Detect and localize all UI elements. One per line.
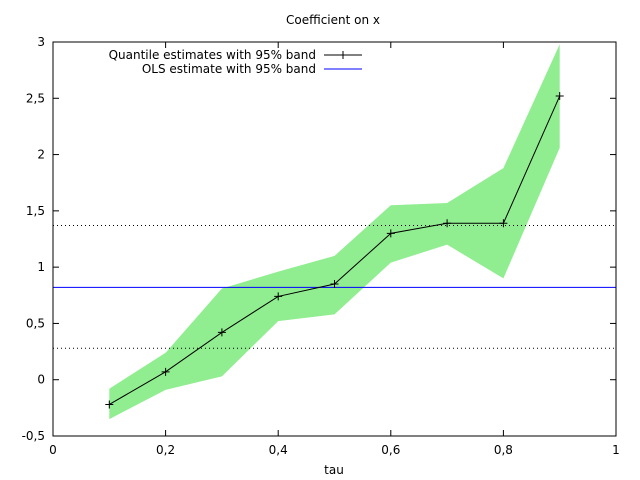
x-tick-label: 0,4 [269,443,288,457]
quantile-point [105,400,114,409]
x-axis-label: tau [324,463,344,477]
y-tick-label: 2,5 [26,91,45,105]
x-tick-label: 1 [612,443,620,457]
legend-marker-quantile [339,51,347,59]
y-tick-label: 1 [37,260,45,274]
y-tick-label: 1,5 [26,204,45,218]
quantile-confidence-band [109,44,560,420]
quantile-point [217,328,226,337]
quantile-point [274,292,283,301]
y-tick-label: -0,5 [22,429,45,443]
y-tick-label: 0 [37,373,45,387]
quantile-point [330,280,339,289]
legend: Quantile estimates with 95% band OLS est… [109,48,362,76]
legend-label-quantile: Quantile estimates with 95% band [109,48,316,62]
x-tick-label: 0,8 [494,443,513,457]
y-tick-label: 2 [37,148,45,162]
chart-title: Coefficient on x [286,13,380,27]
x-tick-label: 0 [49,443,57,457]
quantile-point [161,367,170,376]
x-tick-label: 0,6 [381,443,400,457]
y-tick-label: 3 [37,35,45,49]
quantile-point [443,219,452,228]
legend-label-ols: OLS estimate with 95% band [142,62,316,76]
plot-frame [52,41,617,437]
quantile-point [386,229,395,238]
plot-area: -0,5 0 0,5 1 1,5 2 2,5 3 0 0,2 0,4 0,6 0,8 1 [22,35,620,457]
quantile-point [555,92,564,101]
quantile-point [499,219,508,228]
y-tick-label: 0,5 [26,316,45,330]
x-tick-label: 0,2 [156,443,175,457]
